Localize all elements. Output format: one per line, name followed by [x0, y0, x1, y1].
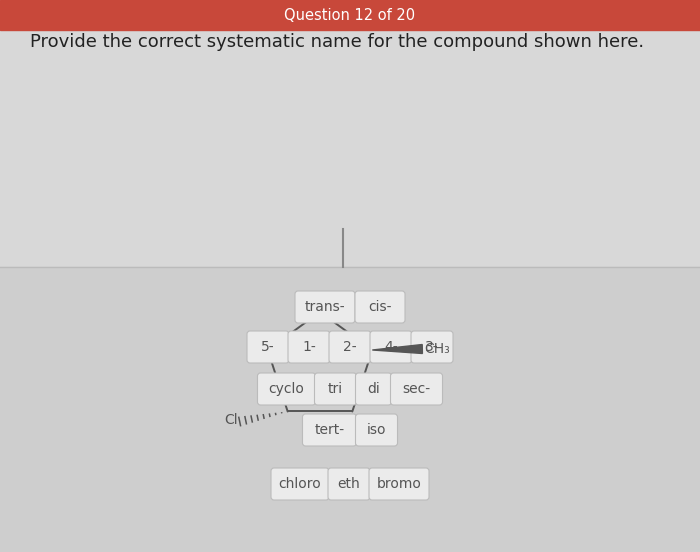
Text: sec-: sec-	[402, 382, 430, 396]
FancyBboxPatch shape	[329, 331, 371, 363]
Text: 5-: 5-	[261, 340, 275, 354]
FancyBboxPatch shape	[258, 373, 316, 405]
Text: 2-: 2-	[343, 340, 357, 354]
FancyBboxPatch shape	[247, 331, 289, 363]
FancyBboxPatch shape	[288, 331, 330, 363]
Text: iso: iso	[367, 423, 386, 437]
Text: trans-: trans-	[304, 300, 345, 314]
Text: bromo: bromo	[377, 477, 421, 491]
Bar	[0, 30, 700, 267]
Text: Cl: Cl	[224, 413, 238, 427]
Bar	[0, 267, 700, 552]
FancyBboxPatch shape	[369, 468, 429, 500]
Text: Question 12 of 20: Question 12 of 20	[284, 8, 416, 23]
Text: 4-: 4-	[384, 340, 398, 354]
Text: tri: tri	[328, 382, 343, 396]
FancyBboxPatch shape	[356, 414, 398, 446]
Polygon shape	[372, 344, 422, 353]
FancyBboxPatch shape	[411, 331, 453, 363]
Text: 1-: 1-	[302, 340, 316, 354]
FancyBboxPatch shape	[295, 291, 355, 323]
Text: cis-: cis-	[368, 300, 392, 314]
Text: chloro: chloro	[279, 477, 321, 491]
Text: Provide the correct systematic name for the compound shown here.: Provide the correct systematic name for …	[30, 33, 644, 51]
FancyBboxPatch shape	[314, 373, 356, 405]
Bar	[0, 0, 700, 30]
Text: 3-: 3-	[425, 340, 439, 354]
FancyBboxPatch shape	[271, 468, 329, 500]
Text: cyclo: cyclo	[269, 382, 304, 396]
Text: di: di	[367, 382, 380, 396]
FancyBboxPatch shape	[370, 331, 412, 363]
FancyBboxPatch shape	[356, 373, 391, 405]
FancyBboxPatch shape	[391, 373, 442, 405]
Text: tert-: tert-	[314, 423, 344, 437]
Text: CH₃: CH₃	[424, 342, 450, 356]
FancyBboxPatch shape	[355, 291, 405, 323]
FancyBboxPatch shape	[302, 414, 356, 446]
FancyBboxPatch shape	[328, 468, 370, 500]
Text: eth: eth	[337, 477, 360, 491]
